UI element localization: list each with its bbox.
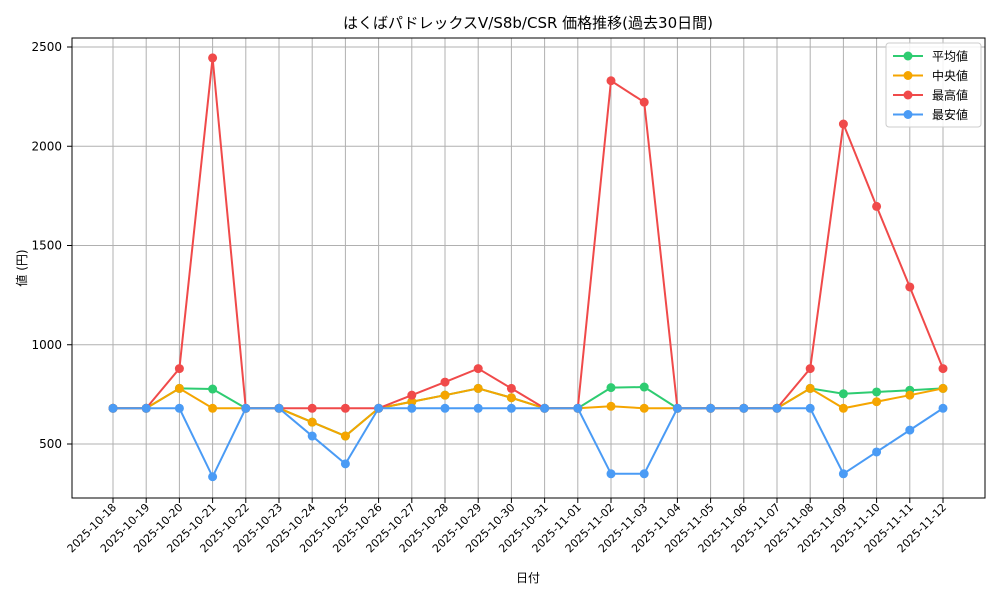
- legend-label: 中央値: [932, 68, 968, 83]
- y-tick-label: 1500: [31, 239, 62, 253]
- data-point: [307, 417, 317, 427]
- data-point: [639, 97, 649, 107]
- y-tick-label: 2500: [31, 40, 62, 54]
- data-point: [407, 390, 417, 400]
- series-3: [108, 403, 948, 482]
- data-point: [208, 403, 218, 413]
- data-point: [473, 403, 483, 413]
- legend-box: [885, 42, 982, 128]
- data-point: [938, 403, 948, 413]
- data-point: [208, 384, 218, 394]
- data-point: [307, 431, 317, 441]
- data-point: [838, 389, 848, 399]
- legend-marker-icon: [903, 110, 913, 119]
- data-point: [473, 383, 483, 393]
- data-point: [772, 403, 782, 413]
- x-axis: 2025-10-182025-10-192025-10-202025-10-21…: [65, 498, 949, 555]
- data-point: [805, 383, 815, 393]
- grid-lines: [72, 38, 985, 498]
- data-point: [938, 364, 948, 374]
- y-tick-label: 1000: [31, 338, 62, 352]
- data-point: [672, 403, 682, 413]
- data-point: [838, 469, 848, 479]
- data-point: [606, 469, 616, 479]
- legend-marker-icon: [903, 71, 913, 80]
- data-point: [506, 383, 516, 393]
- data-point: [639, 469, 649, 479]
- data-point: [606, 76, 616, 86]
- data-point: [440, 403, 450, 413]
- data-point: [174, 403, 184, 413]
- data-point: [274, 403, 284, 413]
- legend-marker-icon: [903, 51, 913, 61]
- data-point: [905, 425, 915, 435]
- data-point: [540, 403, 550, 413]
- data-point: [905, 282, 915, 292]
- y-axis-label: 値 (円): [14, 249, 29, 286]
- y-tick-label: 500: [39, 437, 62, 451]
- data-point: [573, 403, 583, 413]
- legend-marker-icon: [903, 90, 913, 100]
- y-tick-label: 2000: [31, 139, 62, 153]
- data-series: [108, 53, 948, 482]
- data-point: [706, 403, 716, 413]
- data-point: [407, 403, 417, 413]
- data-point: [606, 401, 616, 411]
- y-axis: 500 1000 1500 2000 2500: [31, 40, 72, 451]
- data-point: [241, 403, 251, 413]
- data-point: [440, 390, 450, 400]
- data-point: [905, 390, 915, 400]
- data-point: [407, 397, 417, 407]
- data-point: [872, 397, 882, 407]
- data-point: [473, 364, 483, 374]
- data-point: [440, 377, 450, 387]
- legend-label: 最安値: [932, 107, 968, 122]
- series-2: [108, 53, 948, 413]
- legend-label: 平均値: [932, 49, 968, 64]
- data-point: [805, 364, 815, 374]
- data-point: [938, 383, 948, 393]
- data-point: [174, 364, 184, 374]
- data-point: [506, 403, 516, 413]
- data-point: [739, 403, 749, 413]
- data-point: [506, 393, 516, 403]
- data-point: [208, 472, 218, 482]
- data-point: [208, 53, 218, 63]
- data-point: [108, 403, 118, 413]
- chart-title: はくばパドレックスV/S8b/CSR 価格推移(過去30日間): [343, 14, 713, 32]
- data-point: [639, 382, 649, 392]
- data-point: [838, 119, 848, 129]
- data-point: [374, 403, 384, 413]
- data-point: [639, 403, 649, 413]
- data-point: [340, 431, 350, 441]
- data-point: [340, 403, 350, 413]
- x-axis-label: 日付: [516, 571, 540, 585]
- data-point: [872, 387, 882, 397]
- data-point: [340, 459, 350, 469]
- data-point: [606, 383, 616, 393]
- data-point: [174, 383, 184, 393]
- data-point: [805, 403, 815, 413]
- plot-area: [71, 37, 986, 499]
- legend-label: 最高値: [932, 88, 968, 103]
- data-point: [307, 403, 317, 413]
- data-point: [872, 447, 882, 457]
- data-point: [872, 201, 882, 211]
- data-point: [141, 403, 151, 413]
- data-point: [838, 403, 848, 413]
